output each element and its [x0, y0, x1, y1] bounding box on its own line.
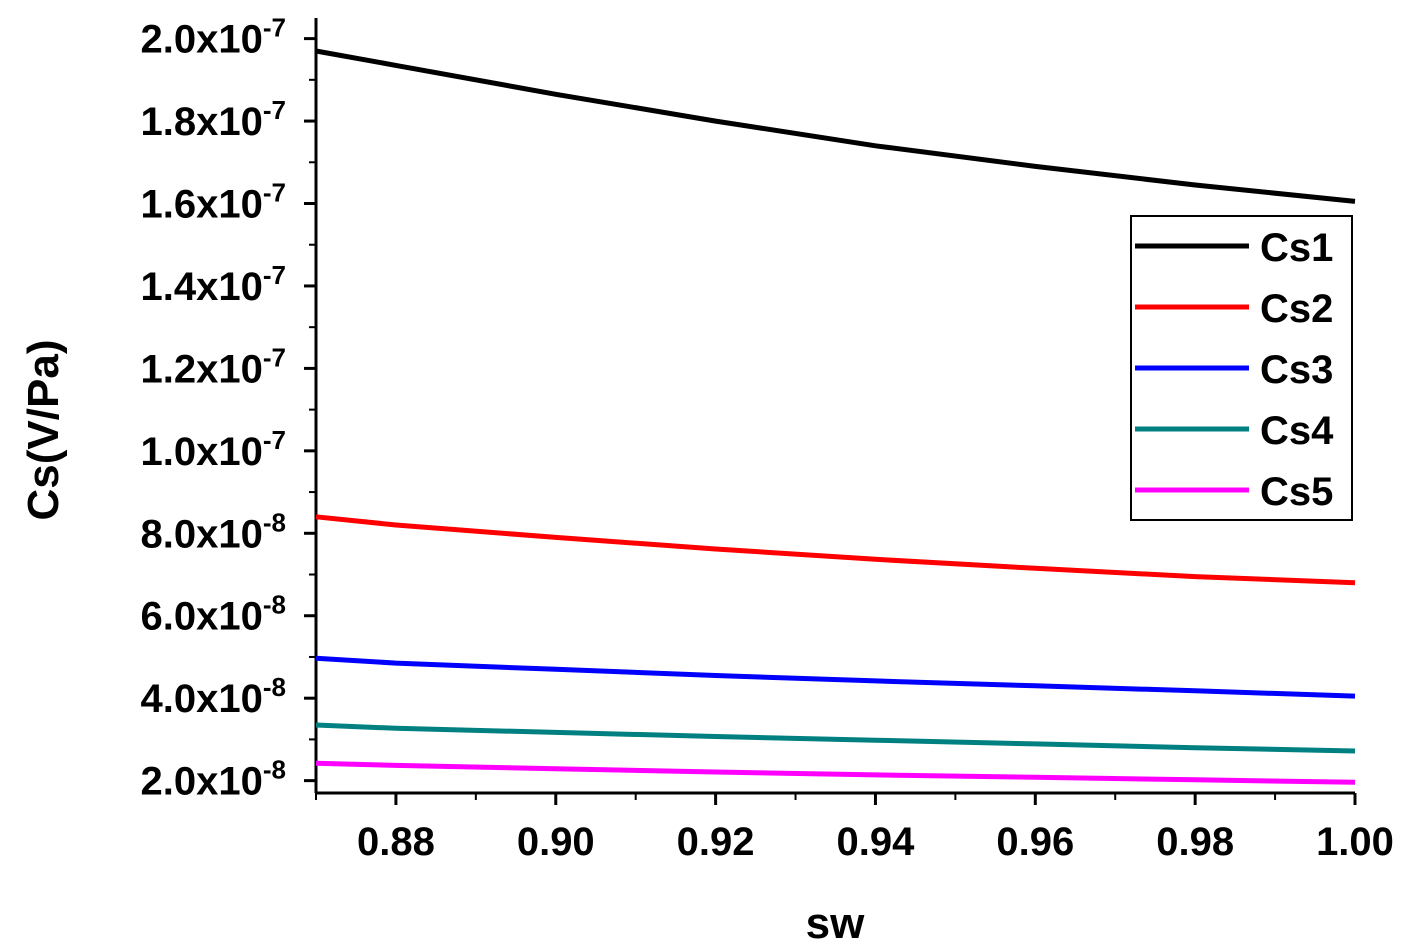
y-tick-label: 1.4x10-7 — [141, 260, 286, 309]
x-tick-label: 0.96 — [996, 820, 1074, 864]
y-tick-exponent: -8 — [263, 672, 286, 702]
legend-label-cs2: Cs2 — [1260, 287, 1333, 331]
y-tick-exponent: -7 — [263, 178, 286, 208]
y-tick-label: 1.8x10-7 — [141, 95, 286, 144]
x-tick-label: 1.00 — [1316, 820, 1394, 864]
series-line-cs5 — [315, 760, 1356, 785]
y-tick-mantissa: 1.8x10 — [141, 100, 263, 144]
legend: Cs1 Cs2 Cs3 Cs4 Cs5 — [1130, 215, 1353, 521]
y-tick-label: 2.0x10-8 — [141, 755, 286, 804]
y-tick-exponent: -8 — [263, 590, 286, 620]
y-tick-label: 1.6x10-7 — [141, 178, 286, 227]
x-tick-label: 0.90 — [517, 820, 595, 864]
series-line-cs3 — [315, 655, 1356, 699]
legend-label-cs1: Cs1 — [1260, 226, 1333, 270]
legend-label-cs3: Cs3 — [1260, 348, 1333, 392]
y-tick-label: 6.0x10-8 — [141, 590, 286, 639]
y-tick-exponent: -8 — [263, 507, 286, 537]
y-tick-exponent: -7 — [263, 425, 286, 455]
y-tick-label: 8.0x10-8 — [141, 507, 286, 556]
y-tick-label: 1.2x10-7 — [141, 342, 286, 391]
y-tick-mantissa: 2.0x10 — [141, 18, 263, 62]
plot-area — [314, 18, 1355, 795]
x-tick-label: 0.94 — [837, 820, 916, 864]
y-tick-exponent: -8 — [263, 755, 286, 785]
y-axis: 2.0x10-84.0x10-86.0x10-88.0x10-81.0x10-7… — [141, 13, 316, 804]
x-axis-title: sw — [806, 899, 865, 948]
y-tick-exponent: -7 — [263, 260, 286, 290]
y-tick-mantissa: 4.0x10 — [141, 677, 263, 721]
x-axis: 0.88 0.90 0.92 0.94 0.96 0.98 1.00 — [315, 793, 1394, 864]
legend-label-cs4: Cs4 — [1260, 409, 1334, 453]
y-tick-mantissa: 2.0x10 — [141, 760, 263, 804]
series-lines — [315, 48, 1356, 785]
x-tick-label: 0.92 — [677, 820, 755, 864]
series-line-cs1 — [315, 48, 1356, 204]
y-tick-mantissa: 6.0x10 — [141, 595, 263, 639]
y-axis-title: Cs(V/Pa) — [19, 340, 68, 521]
legend-label-cs5: Cs5 — [1260, 470, 1333, 514]
series-line-cs4 — [315, 722, 1356, 754]
y-tick-mantissa: 1.6x10 — [141, 183, 263, 227]
y-tick-exponent: -7 — [263, 342, 286, 372]
y-tick-exponent: -7 — [263, 95, 286, 125]
y-tick-label: 2.0x10-7 — [141, 13, 286, 62]
y-tick-mantissa: 1.0x10 — [141, 430, 263, 474]
x-tick-label: 0.88 — [357, 820, 435, 864]
x-tick-label: 0.98 — [1156, 820, 1234, 864]
y-tick-mantissa: 8.0x10 — [141, 512, 263, 556]
series-line-cs2 — [315, 514, 1356, 586]
y-tick-mantissa: 1.2x10 — [141, 347, 263, 391]
y-tick-mantissa: 1.4x10 — [141, 265, 263, 309]
y-tick-label: 4.0x10-8 — [141, 672, 286, 721]
y-tick-label: 1.0x10-7 — [141, 425, 286, 474]
y-tick-exponent: -7 — [263, 13, 286, 43]
